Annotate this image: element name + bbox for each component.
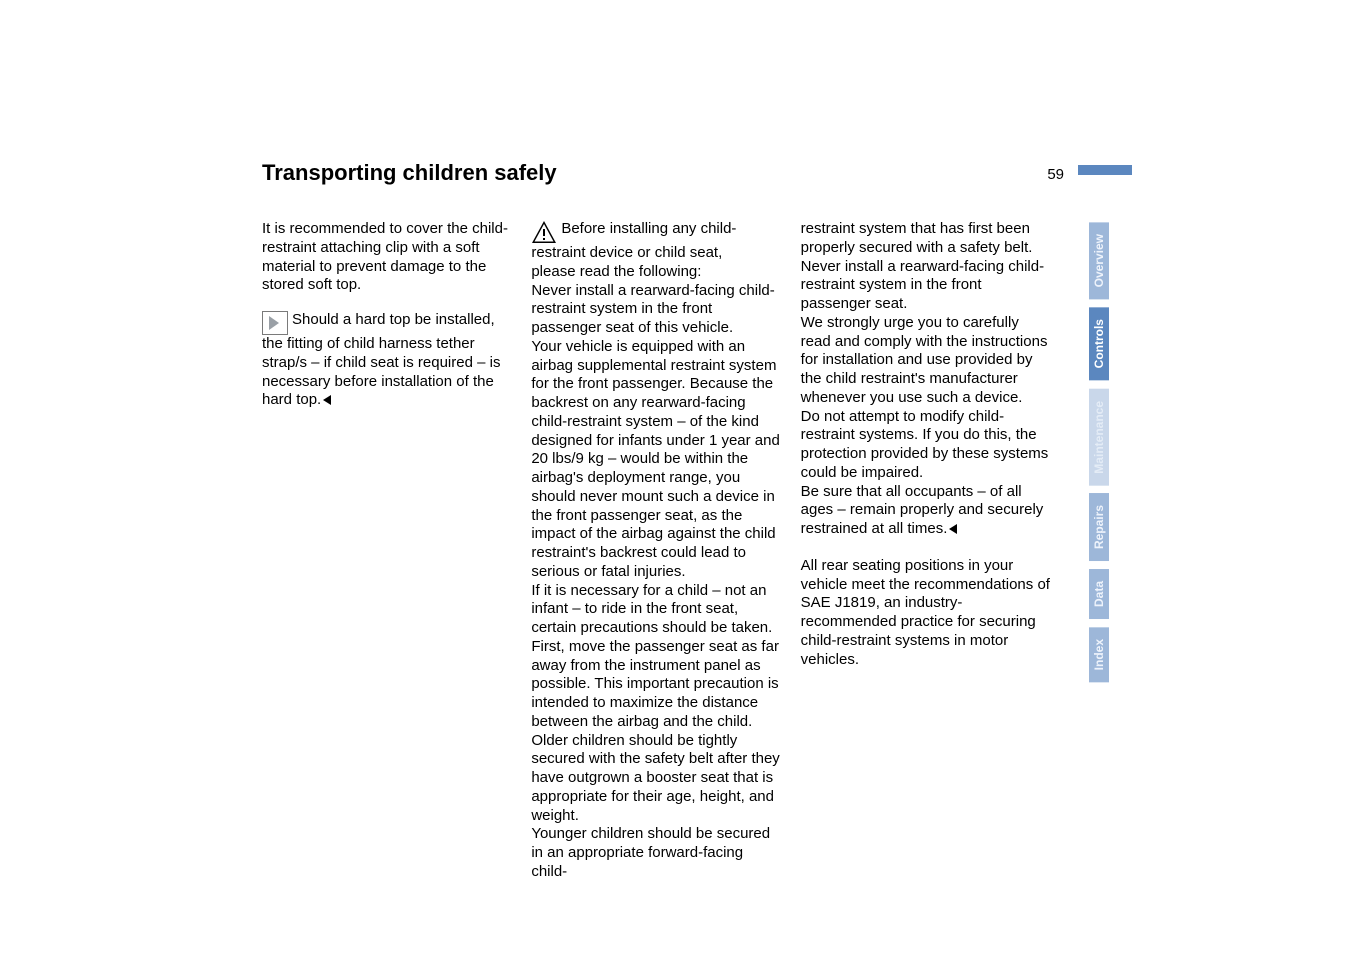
column-1: It is recommended to cover the child-res… — [262, 220, 513, 882]
warning-block: Before installing any child- restraint d… — [531, 220, 782, 263]
end-mark-icon — [949, 524, 957, 534]
body-text: If it is necessary for a child – not an … — [531, 582, 782, 826]
body-text: restraint system that has first been pro… — [801, 220, 1052, 314]
note-arrow-icon — [262, 311, 288, 335]
body-text: Never install a rearward-facing child-re… — [531, 282, 782, 338]
body-text: All rear seating positions in your vehic… — [801, 557, 1052, 670]
column-3: restraint system that has first been pro… — [801, 220, 1052, 882]
body-text: Before installing any child- — [561, 220, 736, 237]
page-content: Transporting children safely 59 It is re… — [262, 160, 1052, 882]
body-text: Younger children should be secured in an… — [531, 825, 782, 881]
tab-maintenance[interactable]: Maintenance — [1089, 389, 1109, 486]
body-text: restraint device or child seat, — [531, 244, 782, 263]
body-text: Your vehicle is equipped with an airbag … — [531, 338, 782, 582]
body-text: please read the following: — [531, 263, 782, 282]
manual-page: Transporting children safely 59 It is re… — [0, 0, 1351, 954]
warning-triangle-icon — [531, 220, 557, 244]
body-text: Do not attempt to modify child-restraint… — [801, 408, 1052, 483]
body-text: It is recommended to cover the child-res… — [262, 220, 513, 295]
tab-controls[interactable]: Controls — [1089, 307, 1109, 380]
page-title: Transporting children safely — [262, 160, 557, 186]
tab-repairs[interactable]: Repairs — [1089, 493, 1109, 561]
tab-data[interactable]: Data — [1089, 569, 1109, 619]
tab-overview[interactable]: Overview — [1089, 222, 1109, 299]
body-text: We strongly urge you to carefully read a… — [801, 314, 1052, 408]
side-nav-tabs: Overview Controls Maintenance Repairs Da… — [1089, 222, 1111, 691]
note-block: Should a hard top be installed, the fitt… — [262, 311, 513, 410]
end-mark-icon — [323, 395, 331, 405]
text-columns: It is recommended to cover the child-res… — [262, 220, 1052, 882]
title-row: Transporting children safely 59 — [262, 160, 1090, 186]
body-text: fitting of child harness tether strap/s … — [262, 335, 500, 408]
page-number: 59 — [1047, 166, 1064, 183]
tab-index[interactable]: Index — [1089, 627, 1109, 682]
body-text: Be sure that all occupants – of all ages… — [801, 483, 1044, 538]
column-2: Before installing any child- restraint d… — [531, 220, 782, 882]
